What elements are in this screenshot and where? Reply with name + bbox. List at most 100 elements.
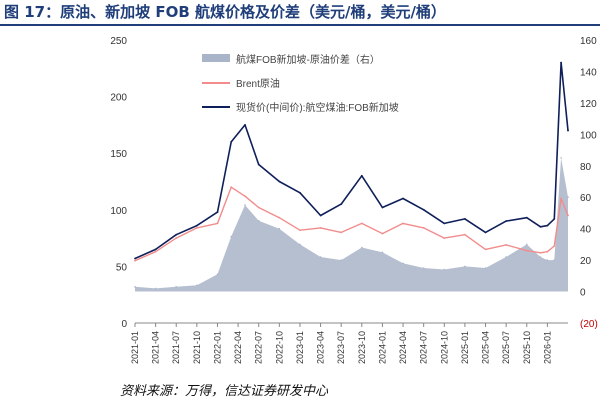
brent-point [360, 222, 363, 225]
legend-label: Brent原油 [236, 77, 280, 90]
x-tick-label: 2021-04 [151, 331, 161, 364]
brent-point [484, 248, 487, 251]
brent-point [216, 222, 219, 225]
spread-point [154, 287, 157, 290]
x-tick-label: 2022-10 [274, 331, 284, 364]
brent-point [175, 237, 178, 240]
x-tick-label: 2026-01 [542, 331, 552, 364]
jetfuel-point [319, 214, 322, 217]
jetfuel-point [230, 141, 233, 143]
jetfuel-point [539, 225, 542, 228]
brent-point [340, 231, 343, 234]
spread-point [361, 246, 363, 249]
spread-point [505, 256, 507, 258]
spread-point [464, 265, 466, 268]
x-tick-label: 2023-10 [357, 331, 367, 364]
jetfuel-point [257, 163, 260, 166]
brent-point [154, 250, 157, 253]
jetfuel-point [154, 248, 157, 251]
x-tick-label: 2024-01 [377, 331, 387, 364]
brent-point [402, 222, 404, 225]
x-tick-label: 2024-10 [439, 331, 449, 364]
jetfuel-point [244, 124, 246, 126]
legend-label: 航煤FOB新加坡-原油价差（右） [236, 53, 380, 66]
spread-point [196, 284, 198, 287]
y-right-tick-label: 160 [580, 36, 597, 47]
legend-swatch-spread [202, 54, 230, 62]
spread-point [443, 268, 446, 271]
brent-point [539, 251, 542, 254]
jetfuel-point [546, 224, 549, 227]
series-line-jetfuel [134, 61, 569, 260]
chart: 0 50 100 150 200 250 (20) 0 20 40 60 80 100 120 140 160… [110, 36, 598, 364]
x-tick-label: 2022-04 [233, 331, 243, 364]
jetfuel-point [134, 257, 136, 260]
brent-point [443, 237, 446, 240]
brent-point [278, 216, 281, 219]
brent-point [319, 227, 322, 229]
spread-point [567, 196, 569, 198]
brent-point [381, 232, 384, 235]
spread-point [422, 267, 425, 269]
y-right-tick-label: 60 [580, 193, 592, 204]
x-tick-label: 2024-07 [419, 331, 429, 364]
figure-title: 图 17：原油、新加坡 FOB 航煤价格及价差（美元/桶，美元/桶） [4, 3, 446, 21]
jetfuel-point [278, 180, 281, 183]
jetfuel-point [443, 222, 446, 225]
jetfuel-point [196, 224, 198, 227]
legend-label: 现货价(中间价):航空煤油:FOB新加坡 [236, 101, 399, 114]
spread-point [175, 286, 177, 288]
spread-point [278, 227, 281, 230]
y-right-tick-label: 140 [580, 67, 597, 78]
jetfuel-point [464, 218, 466, 220]
spread-point [546, 259, 549, 261]
brent-point [196, 227, 198, 229]
brent-point [299, 229, 301, 232]
jetfuel-point [553, 218, 556, 220]
spread-point [216, 273, 219, 276]
spread-point [319, 256, 322, 258]
y-left-tick-label: 150 [110, 149, 127, 160]
x-tick-label: 2021-10 [192, 331, 202, 364]
jetfuel-point [560, 61, 562, 64]
x-tick-label: 2023-07 [336, 331, 346, 364]
jetfuel-point [360, 174, 363, 177]
jetfuel-point [484, 231, 487, 234]
jetfuel-point [567, 129, 569, 132]
brent-point [505, 244, 507, 246]
y-right-tick-label: 0 [580, 288, 586, 299]
jetfuel-point [175, 233, 178, 236]
jetfuel-point [381, 206, 384, 209]
brent-point [553, 245, 556, 247]
jetfuel-point [505, 220, 507, 223]
brent-point [525, 249, 528, 252]
source-note: 资料来源：万得，信达证券研发中心 [120, 384, 329, 399]
y-left-tick-label: 50 [116, 262, 128, 273]
y-left-tick-label: 250 [110, 36, 127, 47]
spread-point [244, 204, 246, 206]
x-tick-label: 2021-01 [130, 331, 140, 364]
spread-point [381, 251, 384, 254]
jetfuel-point [340, 203, 343, 206]
x-tick-label: 2021-07 [171, 331, 181, 364]
x-tick-label: 2022-01 [212, 331, 222, 364]
y-right-tick-label: 40 [580, 225, 592, 236]
series-area-spread [135, 157, 568, 292]
spread-point [560, 157, 562, 159]
x-tick-label: 2022-07 [254, 331, 264, 364]
spread-point [134, 286, 136, 288]
spread-point [402, 262, 404, 265]
brent-point [244, 195, 246, 198]
y-right-tick-label: 100 [580, 130, 597, 141]
brent-point [567, 214, 569, 217]
x-tick-label: 2025-04 [481, 331, 491, 364]
spread-point [484, 267, 487, 269]
jetfuel-point [422, 208, 425, 211]
brent-point [422, 227, 425, 229]
y-right-tick-label: (20) [580, 319, 598, 330]
jetfuel-point [216, 211, 219, 214]
brent-point [230, 186, 233, 189]
y-left-tick-label: 0 [121, 319, 127, 330]
y-right-tick-label: 80 [580, 162, 592, 173]
y-left-tick-label: 100 [110, 206, 127, 217]
